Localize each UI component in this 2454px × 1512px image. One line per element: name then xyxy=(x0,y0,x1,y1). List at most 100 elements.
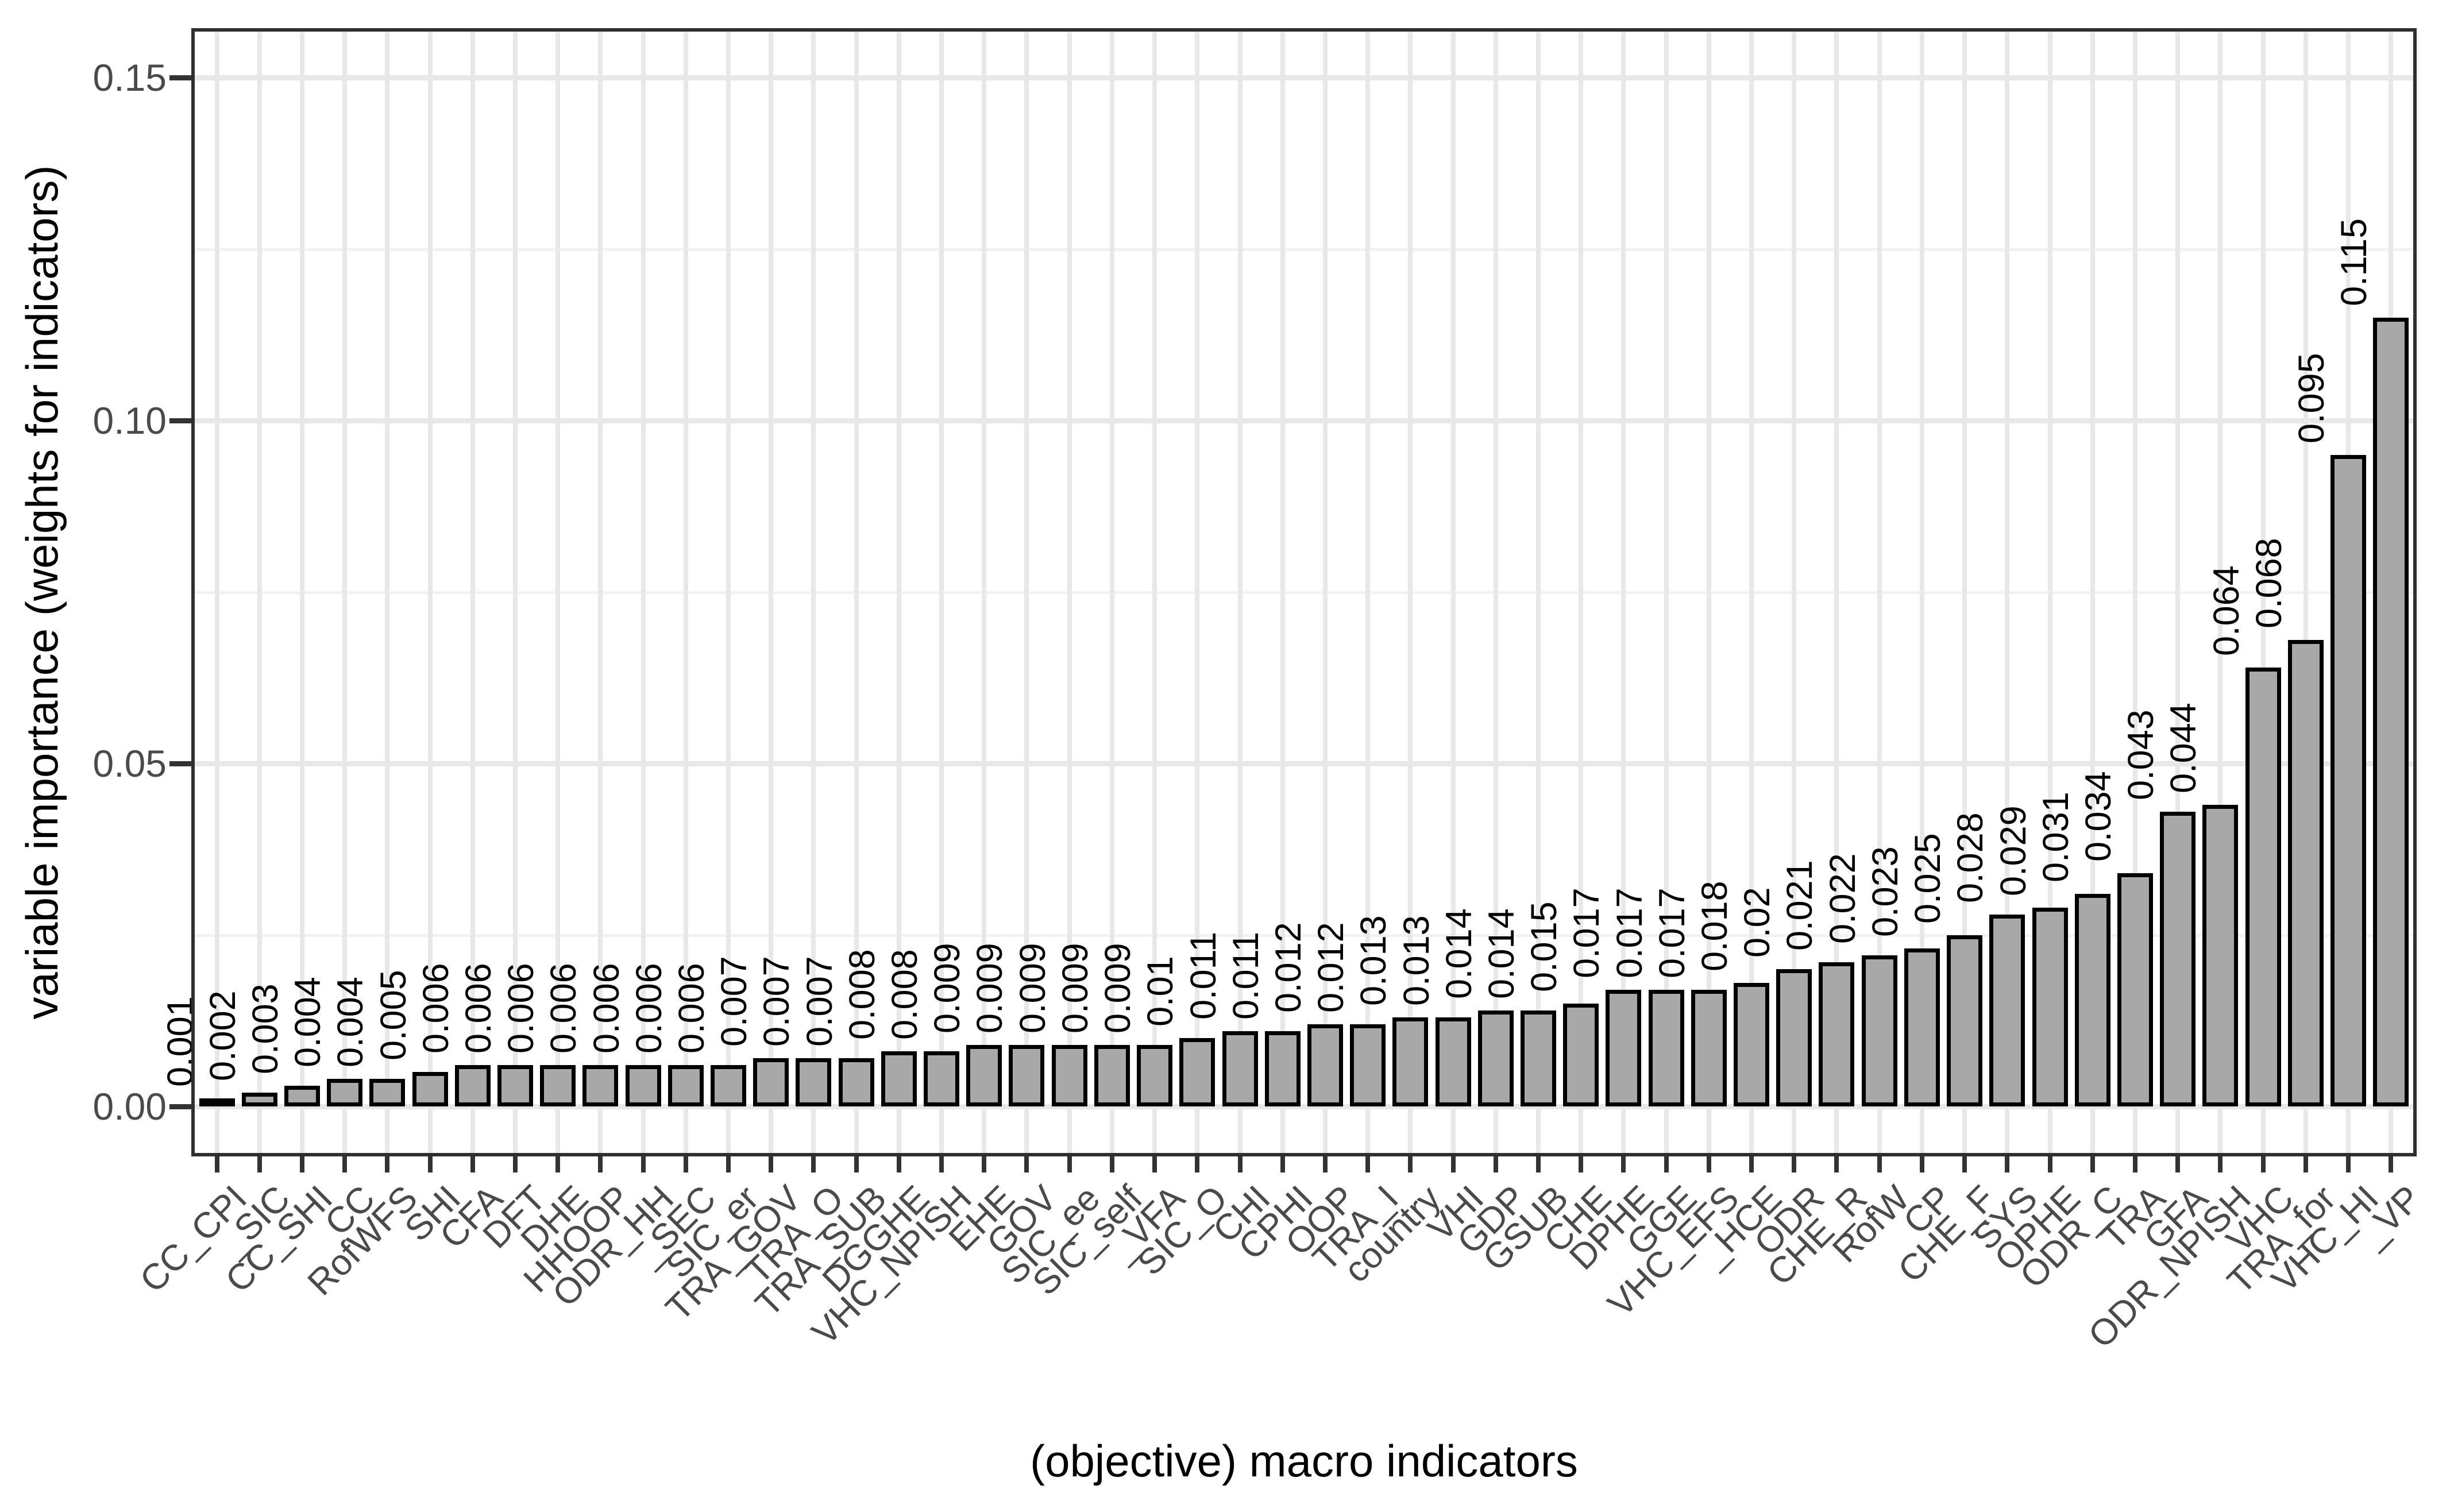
gridline-vertical xyxy=(1621,32,1626,1153)
bar-value-label: 0.028 xyxy=(1950,812,1991,903)
gridline-vertical xyxy=(726,32,731,1153)
x-axis-tick xyxy=(385,1156,390,1172)
gridline-vertical xyxy=(1962,32,1967,1153)
x-axis-tick xyxy=(811,1156,816,1172)
x-axis-tick xyxy=(214,1156,219,1172)
gridline-vertical xyxy=(1365,32,1371,1153)
bar-value-label: 0.068 xyxy=(2248,538,2289,629)
bar-value-label: 0.017 xyxy=(1652,888,1692,979)
bar-value-label: 0.006 xyxy=(458,963,499,1054)
bar xyxy=(711,1065,747,1106)
x-axis-tick xyxy=(1109,1156,1114,1172)
bar-value-label: 0.009 xyxy=(927,942,968,1033)
bar xyxy=(1989,914,2025,1106)
gridline-horizontal-major xyxy=(195,761,2413,766)
bar xyxy=(1648,990,1684,1106)
bar-value-label: 0.008 xyxy=(885,949,925,1040)
x-axis-tick xyxy=(1749,1156,1754,1172)
gridline-horizontal-major xyxy=(195,75,2413,80)
x-axis-tick xyxy=(854,1156,859,1172)
gridline-vertical xyxy=(2303,32,2308,1153)
gridline-horizontal-major xyxy=(195,418,2413,423)
bar-value-label: 0.034 xyxy=(2078,771,2119,862)
gridline-vertical xyxy=(982,32,987,1153)
bar-value-label: 0.029 xyxy=(1993,805,2034,896)
x-axis-tick xyxy=(2175,1156,2181,1172)
gridline-vertical xyxy=(1919,32,1924,1153)
x-axis-tick xyxy=(1877,1156,1882,1172)
bar xyxy=(1691,990,1727,1106)
gridline-vertical xyxy=(2047,32,2052,1153)
gridline-vertical xyxy=(2090,32,2095,1153)
bar xyxy=(1051,1044,1087,1106)
gridline-vertical xyxy=(1834,32,1839,1153)
bar-value-label: 0.031 xyxy=(2035,792,2076,882)
gridline-vertical xyxy=(1877,32,1882,1153)
gridline-vertical xyxy=(1706,32,1711,1153)
bar xyxy=(1776,969,1812,1106)
x-axis-tick xyxy=(1664,1156,1669,1172)
x-axis-tick xyxy=(769,1156,774,1172)
gridline-vertical xyxy=(939,32,944,1153)
x-axis-tick xyxy=(1195,1156,1200,1172)
gridline-vertical xyxy=(512,32,518,1153)
gridline-vertical xyxy=(1322,32,1328,1153)
x-axis-tick xyxy=(1706,1156,1711,1172)
y-axis-tick xyxy=(169,761,191,766)
bar xyxy=(1947,935,1983,1106)
bar xyxy=(796,1058,832,1106)
bar-value-label: 0.013 xyxy=(1353,915,1394,1006)
bar xyxy=(881,1051,917,1106)
bar-value-label: 0.009 xyxy=(970,942,1010,1033)
x-axis-tick xyxy=(1579,1156,1584,1172)
bar xyxy=(1137,1044,1173,1106)
gridline-vertical xyxy=(598,32,603,1153)
bar-value-label: 0.013 xyxy=(1396,915,1437,1006)
bar xyxy=(2074,893,2110,1106)
bar-value-label: 0.012 xyxy=(1268,922,1309,1013)
bar xyxy=(753,1058,789,1106)
gridline-vertical xyxy=(1493,32,1498,1153)
bar-value-label: 0.009 xyxy=(1098,942,1139,1033)
bar xyxy=(1521,1010,1556,1106)
gridline-vertical xyxy=(2132,32,2137,1153)
x-axis-tick xyxy=(1152,1156,1157,1172)
bar-value-label: 0.014 xyxy=(1481,908,1522,999)
bar xyxy=(667,1065,704,1106)
bar xyxy=(284,1086,320,1106)
gridline-vertical xyxy=(257,32,262,1153)
gridline-vertical xyxy=(1237,32,1243,1153)
bar-value-label: 0.012 xyxy=(1311,922,1352,1013)
y-axis-tick-label: 0.10 xyxy=(92,399,167,442)
x-axis-tick xyxy=(640,1156,646,1172)
bar-value-label: 0.002 xyxy=(202,990,243,1082)
x-axis-tick xyxy=(1237,1156,1243,1172)
x-axis-tick xyxy=(683,1156,688,1172)
gridline-vertical xyxy=(1067,32,1072,1153)
gridline-vertical xyxy=(1195,32,1200,1153)
x-axis-tick xyxy=(1792,1156,1797,1172)
y-axis-title: variable importance (weights for indicat… xyxy=(17,165,67,1020)
gridline-vertical xyxy=(1280,32,1285,1153)
bar-value-label: 0.021 xyxy=(1780,860,1820,951)
gridline-vertical xyxy=(896,32,901,1153)
y-axis-tick xyxy=(169,418,191,423)
gridline-vertical xyxy=(1408,32,1413,1153)
gridline-vertical xyxy=(1664,32,1669,1153)
bar xyxy=(2032,907,2068,1106)
x-axis-tick xyxy=(1408,1156,1413,1172)
bar-value-label: 0.006 xyxy=(628,963,669,1054)
x-axis-tick xyxy=(427,1156,433,1172)
bar xyxy=(327,1079,363,1106)
bar xyxy=(1094,1044,1130,1106)
x-axis-tick xyxy=(1280,1156,1285,1172)
bar xyxy=(1904,948,1940,1106)
x-axis-tick xyxy=(2005,1156,2010,1172)
bar-value-label: 0.025 xyxy=(1908,832,1948,924)
gridline-vertical xyxy=(1536,32,1541,1153)
x-axis-tick xyxy=(1962,1156,1967,1172)
bar-value-label: 0.004 xyxy=(330,977,371,1068)
bar xyxy=(2245,667,2281,1106)
bar-value-label: 0.011 xyxy=(1183,931,1224,1020)
